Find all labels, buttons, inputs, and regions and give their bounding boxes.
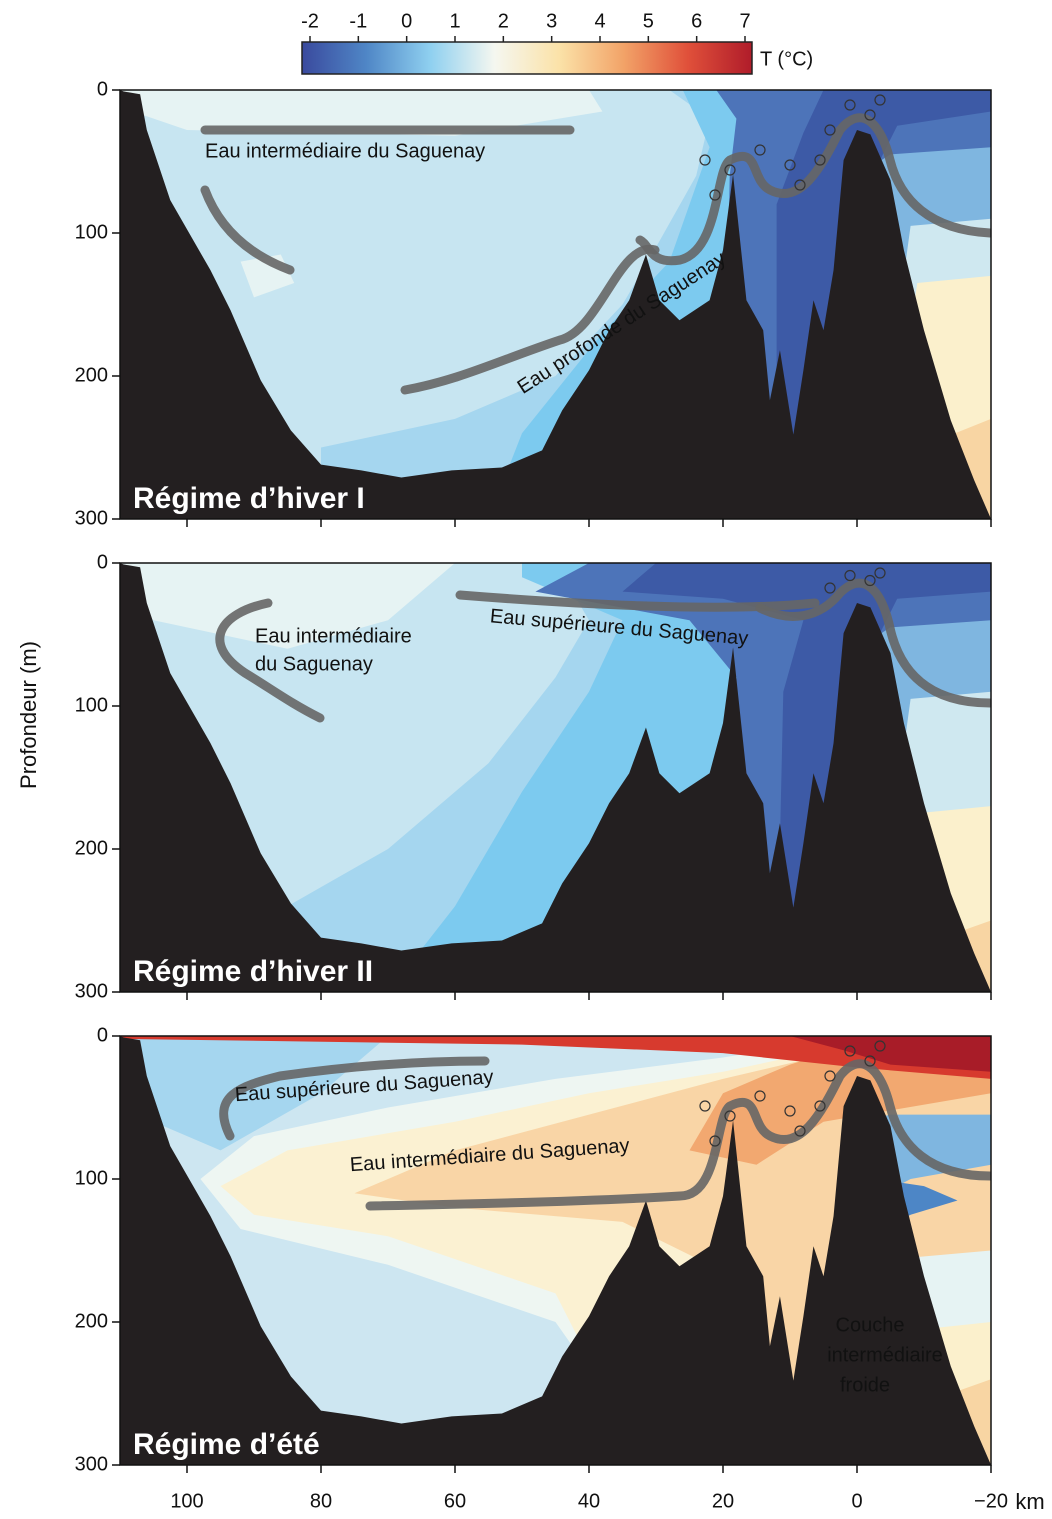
y-tick-label: 300 <box>75 1453 108 1475</box>
y-tick-label: 0 <box>97 1024 108 1046</box>
colorbar-tick-label: 5 <box>643 10 654 32</box>
x-tick-label: 100 <box>170 1490 203 1512</box>
flow-arrow <box>200 185 295 275</box>
flow-arrow <box>755 578 991 708</box>
y-axis-label: Profondeur (m) <box>16 641 41 789</box>
contours <box>120 563 991 992</box>
eddy <box>784 1105 796 1117</box>
y-tick-label: 0 <box>97 78 108 100</box>
eddy <box>874 1040 886 1052</box>
eddy <box>754 144 766 156</box>
annotation: Eau intermédiaire <box>255 625 412 647</box>
eddy <box>724 1110 736 1122</box>
eddy <box>874 567 886 579</box>
eddy <box>824 1070 836 1082</box>
eddy <box>794 179 806 191</box>
plot-frame <box>119 562 992 993</box>
eddy <box>844 1045 856 1057</box>
eddy <box>814 154 826 166</box>
eddy <box>754 1090 766 1102</box>
eddy <box>784 159 796 171</box>
plot-frame <box>119 1035 992 1466</box>
eddy <box>844 569 856 582</box>
eddy <box>709 189 721 201</box>
panel-title: Régime d’été <box>133 1428 320 1461</box>
flow-arrow <box>455 590 820 612</box>
y-tick-label: 200 <box>75 837 108 859</box>
eddy <box>699 1100 711 1112</box>
temperature-contour <box>120 90 603 136</box>
contours <box>120 90 991 519</box>
annotation: intermédiaire <box>827 1344 943 1366</box>
colorbar-tick-label: 2 <box>498 10 509 32</box>
colorbar <box>301 41 753 75</box>
plot-frame <box>119 89 992 520</box>
x-tick-label: 80 <box>310 1490 332 1512</box>
y-tick-label: 0 <box>97 551 108 573</box>
bathymetry <box>120 1036 991 1465</box>
bathymetry <box>120 90 991 519</box>
eddy <box>709 1135 721 1147</box>
flow-arrow <box>219 1056 490 1141</box>
annotation: froide <box>840 1374 890 1396</box>
y-tick-label: 200 <box>75 364 108 386</box>
temperature-contour <box>120 1036 388 1151</box>
y-tick-label: 100 <box>75 221 108 243</box>
y-tick-label: 200 <box>75 1310 108 1332</box>
y-tick-label: 300 <box>75 980 108 1002</box>
x-axis-unit: km <box>1015 1489 1044 1514</box>
flow-arrow <box>365 1059 991 1211</box>
panel-title: Régime d’hiver I <box>133 482 365 515</box>
y-tick-label: 100 <box>75 1167 108 1189</box>
colorbar-tick-label: 0 <box>401 10 412 32</box>
temperature-contour <box>622 563 991 992</box>
contours <box>120 1036 991 1465</box>
eddy <box>864 574 876 587</box>
eddy <box>794 1125 806 1137</box>
panel-title: Régime d’hiver II <box>133 955 373 988</box>
x-tick-label: 60 <box>444 1490 466 1512</box>
x-tick-label: 20 <box>712 1490 734 1512</box>
annotation: du Saguenay <box>255 653 373 675</box>
eddy <box>864 109 876 121</box>
x-tick-label: 40 <box>578 1490 600 1512</box>
eddy <box>699 154 711 166</box>
temperature-contour <box>120 1036 991 1079</box>
colorbar-tick-label: 6 <box>691 10 702 32</box>
flow-arrow <box>400 244 660 395</box>
colorbar-tick-label: 3 <box>546 10 557 32</box>
x-tick-label: 0 <box>851 1490 862 1512</box>
annotation: Eau intermédiaire du Saguenay <box>205 140 485 162</box>
colorbar-label: T (°C) <box>760 48 813 70</box>
colorbar-tick-label: -1 <box>349 10 367 32</box>
eddy <box>874 94 886 106</box>
temperature-contour <box>790 1036 991 1072</box>
annotation: Couche <box>836 1314 905 1336</box>
eddy <box>824 582 836 594</box>
eddy <box>864 1055 876 1067</box>
flow-arrow <box>635 113 991 266</box>
x-tick-label: −20 <box>974 1490 1008 1512</box>
colorbar-tick-label: -2 <box>301 10 319 32</box>
bathymetry <box>120 563 991 992</box>
colorbar-tick-label: 7 <box>739 10 750 32</box>
colorbar-tick-label: 4 <box>594 10 605 32</box>
flow-arrow <box>215 598 325 723</box>
eddy <box>844 99 856 111</box>
eddy <box>814 1100 826 1112</box>
temperature-contour <box>120 563 455 649</box>
eddy <box>824 124 836 136</box>
y-tick-label: 100 <box>75 694 108 716</box>
y-tick-label: 300 <box>75 507 108 529</box>
eddy <box>724 164 736 176</box>
colorbar-tick-label: 1 <box>449 10 460 32</box>
